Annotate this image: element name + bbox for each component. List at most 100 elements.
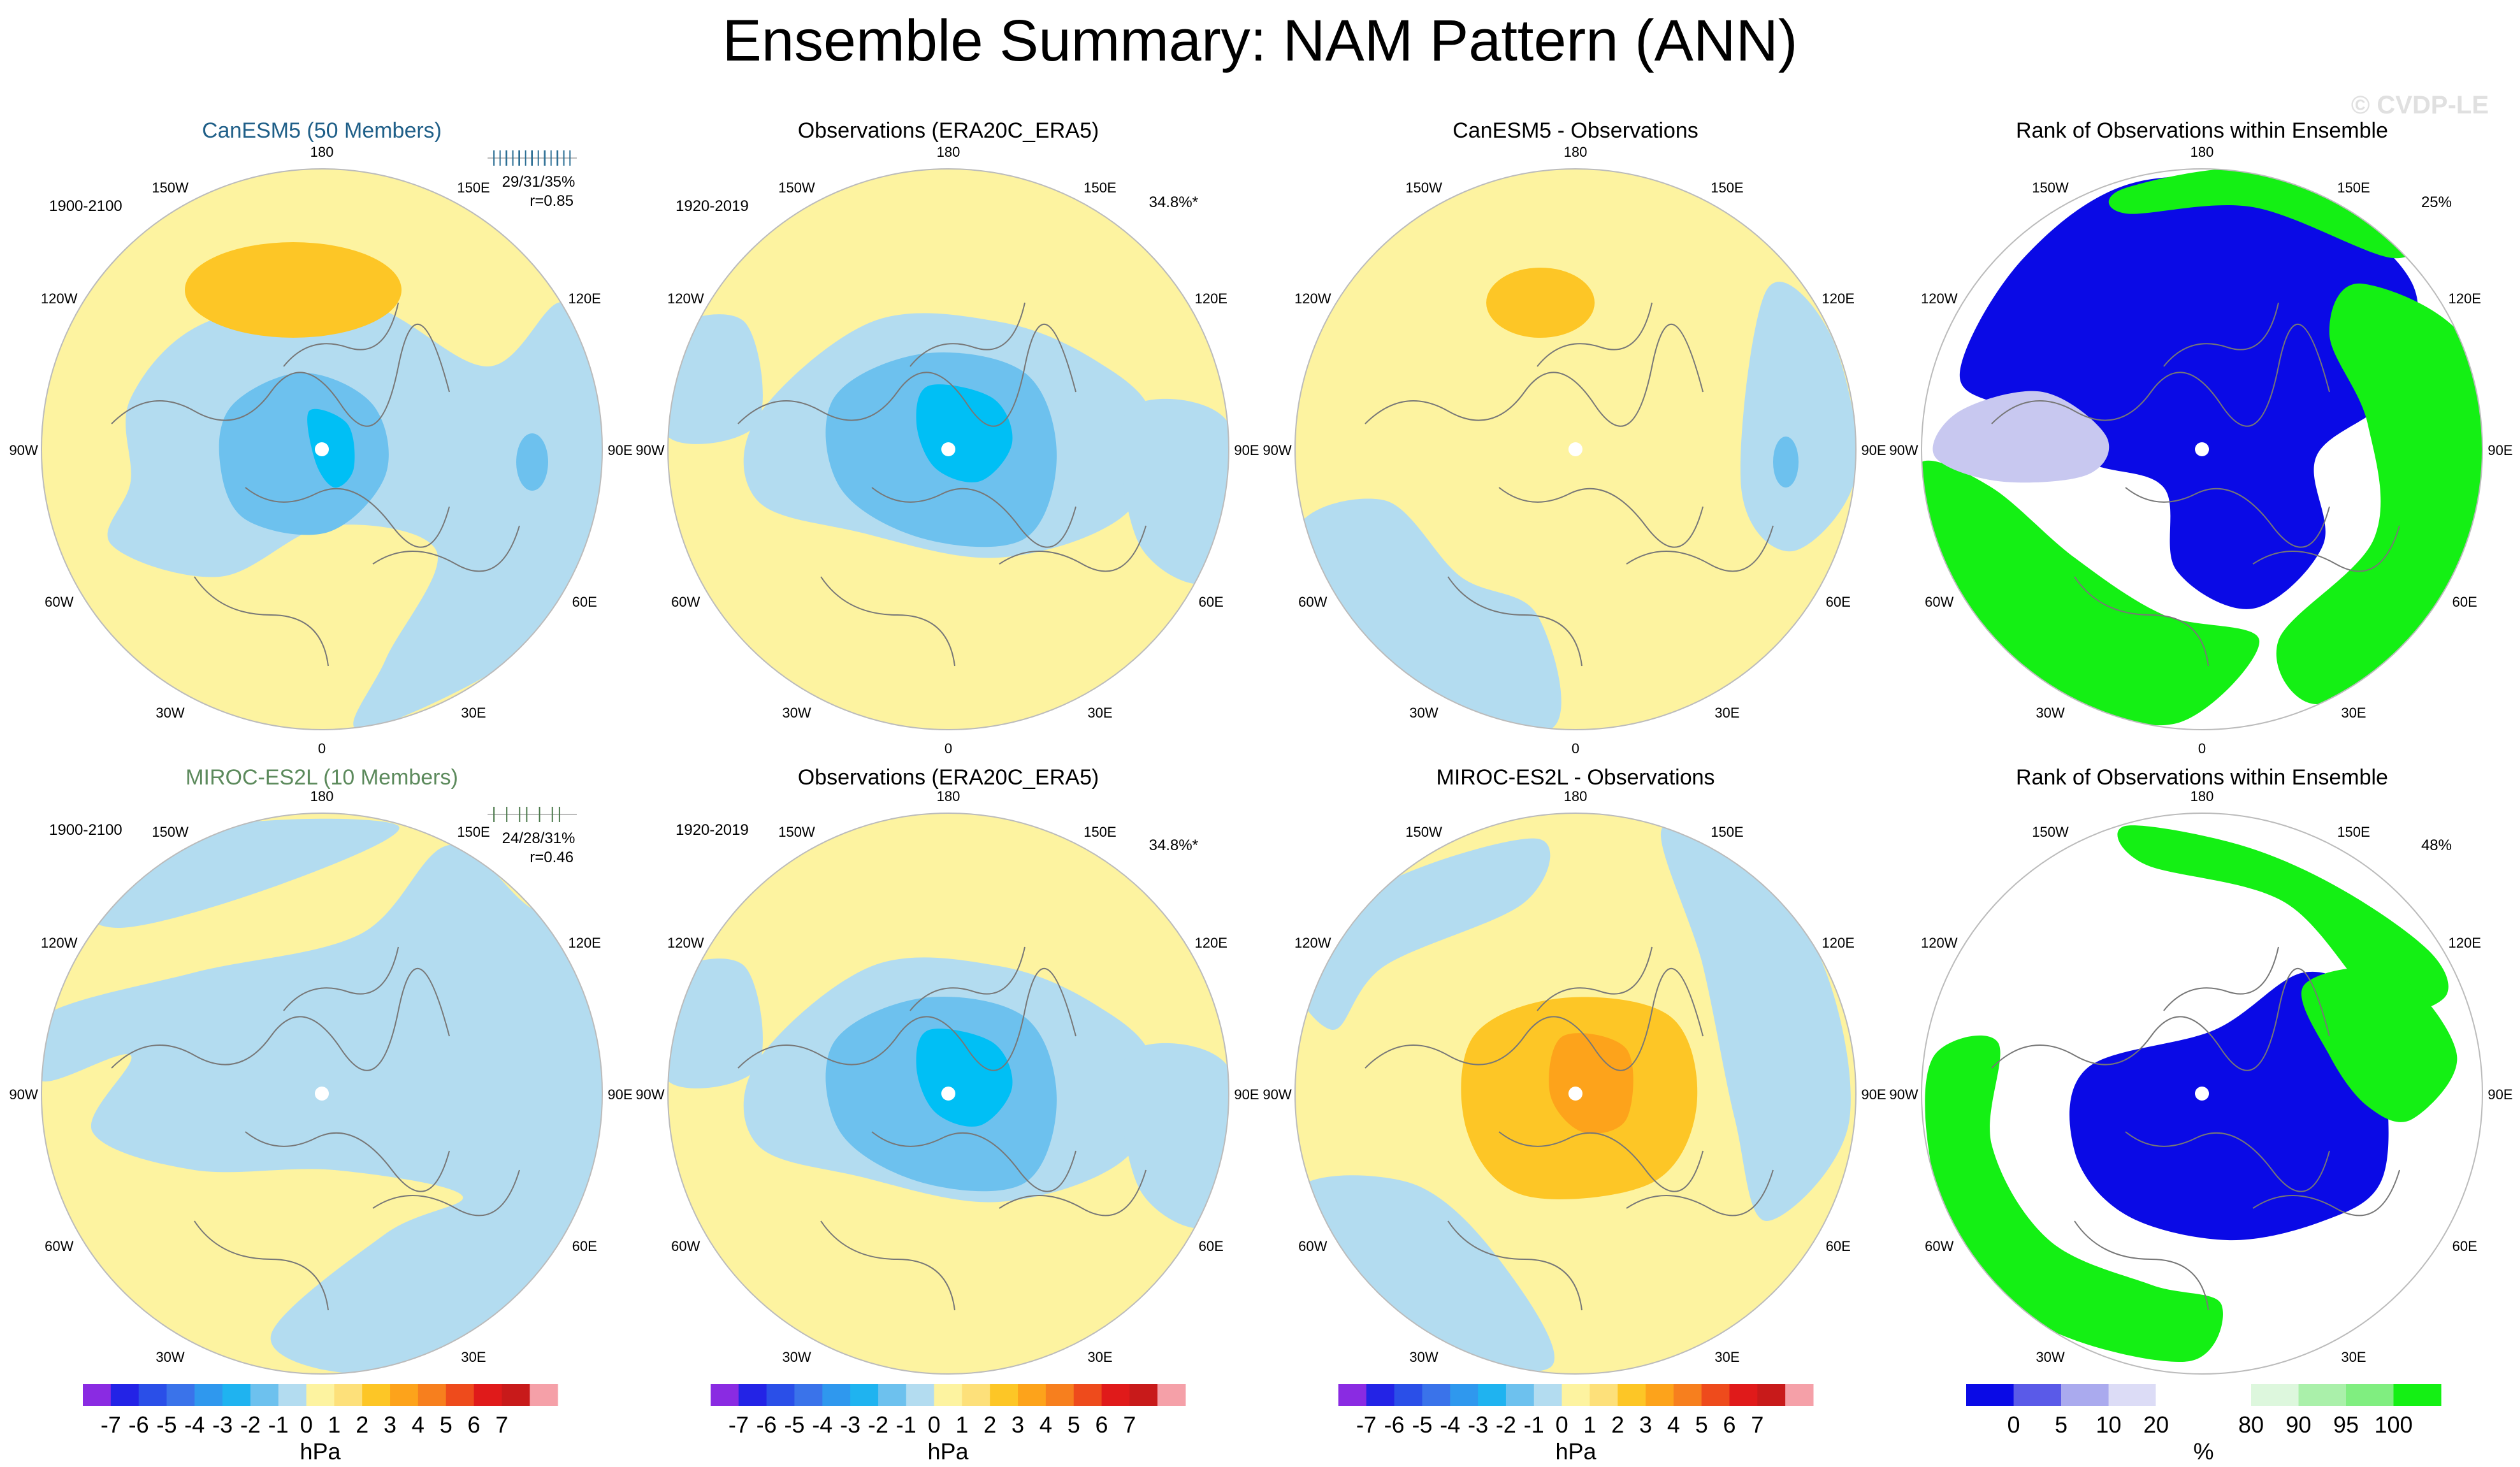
colorbar-label: 7 <box>495 1412 508 1438</box>
map-outline <box>1921 168 2483 730</box>
longitude-label: 60E <box>1199 1238 1224 1254</box>
colorbar-swatch <box>2061 1384 2109 1406</box>
longitude-label: 150W <box>152 180 189 196</box>
longitude-label: 90E <box>2487 442 2512 458</box>
coastline <box>820 1220 955 1311</box>
period-label: 1900-2100 <box>49 198 122 215</box>
colorbar-label: 2 <box>356 1412 368 1438</box>
colorbar-label: 3 <box>1639 1412 1652 1438</box>
rank-green-region-north <box>2117 825 2449 1012</box>
longitude-label: 0 <box>318 741 326 756</box>
colorbar-swatch <box>1673 1384 1702 1406</box>
percent-label: 34.8%* <box>1149 837 1198 854</box>
colorbar-swatch <box>738 1384 767 1406</box>
colorbar-hpa-3: -7 -6 -5 -4 -3 -2 -1 0 1 2 3 4 5 6 7 hPa <box>1338 1384 1814 1464</box>
ensemble-stats: 24/28/31% <box>502 830 576 847</box>
longitude-label: 60W <box>671 1238 700 1254</box>
colorbar-label: -7 <box>1356 1412 1377 1438</box>
colorbar-hpa-1: -7 -6 -5 -4 -3 -2 -1 0 1 2 3 4 5 6 7 hPa <box>83 1384 558 1464</box>
colorbar-label: -1 <box>896 1412 916 1438</box>
colorbar-unit: hPa <box>1555 1438 1597 1464</box>
panel-title: Rank of Observations within Ensemble <box>2016 119 2388 143</box>
colorbar-label: 7 <box>1751 1412 1763 1438</box>
period-label: 1920-2019 <box>676 821 749 839</box>
negative-core <box>916 1029 1013 1127</box>
colorbar-swatch <box>794 1384 823 1406</box>
colorbar-label: 1 <box>955 1412 968 1438</box>
longitude-label: 120W <box>667 935 704 951</box>
longitude-label: 90E <box>607 1087 632 1102</box>
negative-core <box>307 408 355 488</box>
coastline <box>1447 576 1582 667</box>
negative-cell <box>1773 437 1799 488</box>
longitude-label: 30E <box>461 1349 486 1365</box>
colorbar-swatch <box>1701 1384 1730 1406</box>
colorbar-swatch <box>502 1384 530 1406</box>
longitude-label: 150E <box>1711 824 1743 840</box>
panel-title: MIROC-ES2L - Observations <box>1436 765 1714 790</box>
colorbar-label: 5 <box>2055 1412 2067 1438</box>
panel-title: MIROC-ES2L (10 Members) <box>185 765 458 790</box>
longitude-label: 90W <box>9 1087 38 1102</box>
longitude-label: 180 <box>1564 788 1588 804</box>
longitude-label: 150W <box>152 824 189 840</box>
longitude-label: 60E <box>1826 1238 1851 1254</box>
colorbar-label: 6 <box>1723 1412 1736 1438</box>
coastline <box>2163 302 2279 367</box>
colorbar-swatch <box>990 1384 1018 1406</box>
colorbar-label: 0 <box>928 1412 941 1438</box>
coastline <box>245 487 450 548</box>
positive-core <box>1549 1033 1633 1134</box>
colorbar-label: -2 <box>868 1412 888 1438</box>
negative-region-west <box>668 314 763 444</box>
longitude-label: 120W <box>1294 291 1331 307</box>
percent-label: 48% <box>2421 837 2452 854</box>
colorbar-swatch <box>390 1384 419 1406</box>
negative-pacific-cell <box>516 433 548 491</box>
positive-pacific-cell <box>185 242 402 338</box>
colorbar-swatch <box>2298 1384 2347 1406</box>
longitude-label: 30E <box>1087 705 1112 721</box>
colorbar-label: 4 <box>1667 1412 1680 1438</box>
longitude-label: 180 <box>2191 144 2214 160</box>
negative-region-north <box>1295 838 1551 1030</box>
pole-marker <box>941 1087 955 1101</box>
colorbar-label: -3 <box>840 1412 860 1438</box>
longitude-label: 90E <box>1861 1087 1886 1102</box>
rank-lightblue-region <box>1932 391 2110 483</box>
panel-title: CanESM5 - Observations <box>1452 119 1698 143</box>
colorbar-swatch <box>1533 1384 1563 1406</box>
coastline <box>194 576 329 667</box>
colorbar-swatch <box>417 1384 447 1406</box>
longitude-label: 60W <box>45 1238 73 1254</box>
colorbar-rank: 0 5 10 20 80 90 95 100% <box>1966 1384 2442 1464</box>
colorbar-swatch <box>1157 1384 1186 1406</box>
longitude-label: 90W <box>635 1087 664 1102</box>
colorbar-label: 100 <box>2374 1412 2412 1438</box>
colorbar-label: 3 <box>1011 1412 1024 1438</box>
colorbar-hpa-2: -7 -6 -5 -4 -3 -2 -1 0 1 2 3 4 5 6 7 hPa <box>711 1384 1186 1464</box>
colorbar-label: 6 <box>468 1412 481 1438</box>
longitude-label: 150E <box>2337 824 2370 840</box>
longitude-label: 150W <box>2032 824 2069 840</box>
longitude-label: 60W <box>1298 594 1327 610</box>
colorbar-swatch <box>766 1384 795 1406</box>
longitude-label: 150E <box>1083 824 1116 840</box>
colorbar-swatch <box>278 1384 307 1406</box>
longitude-label: 0 <box>2198 741 2206 756</box>
coastline <box>245 1131 450 1192</box>
colorbar-swatch <box>2203 1384 2252 1406</box>
coastline <box>999 525 1147 572</box>
period-label: 1920-2019 <box>676 198 749 215</box>
longitude-label: 180 <box>310 144 334 160</box>
map-field <box>1922 169 2482 730</box>
ensemble-stats: 29/31/35% <box>502 173 576 191</box>
colorbar-label: -4 <box>184 1412 205 1438</box>
panel-title: Rank of Observations within Ensemble <box>2016 765 2388 790</box>
colorbar-label: -5 <box>784 1412 804 1438</box>
longitude-label: 90W <box>635 442 664 458</box>
panels: CanESM5 (50 Members)180150E120E90E60E30E… <box>9 119 2512 1401</box>
panel-title: Observations (ERA20C_ERA5) <box>798 765 1099 790</box>
member-tick-strip <box>488 807 577 822</box>
